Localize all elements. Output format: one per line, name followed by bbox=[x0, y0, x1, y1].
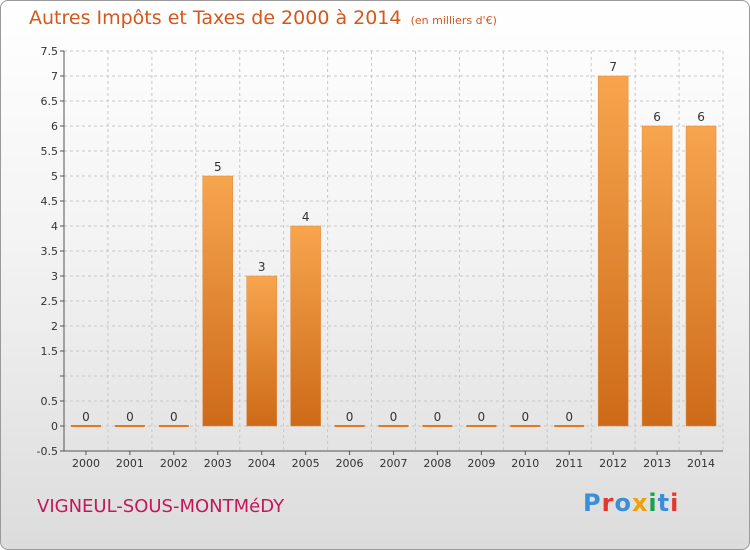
proxiti-logo: Proxiti bbox=[583, 489, 679, 517]
chart-title-text: Autres Impôts et Taxes de 2000 à 2014 bbox=[29, 7, 402, 29]
bar-value-label: 0 bbox=[170, 410, 178, 424]
y-tick-label: 6 bbox=[51, 120, 58, 133]
logo-letter: i bbox=[648, 489, 658, 517]
commune-name: VIGNEUL-SOUS-MONTMéDY bbox=[37, 496, 285, 517]
x-tick-label: 2004 bbox=[248, 457, 276, 470]
bar-value-label: 0 bbox=[478, 410, 486, 424]
bar bbox=[685, 125, 717, 427]
labels: -0.5 0 0.5 1.5 2 2.5 3 3.5 4 4.5 5 5.5 6 6.5 7 7.5 0 2000… bbox=[37, 45, 716, 470]
bar bbox=[290, 225, 321, 427]
y-tick-label: 3.5 bbox=[41, 245, 59, 258]
x-tick-label: 2009 bbox=[467, 457, 495, 470]
x-tick-label: 2002 bbox=[160, 457, 188, 470]
y-tick-label: 5.5 bbox=[41, 145, 59, 158]
bar-value-label: 3 bbox=[258, 260, 266, 274]
y-tick-label: 2 bbox=[51, 320, 58, 333]
bar bbox=[246, 275, 277, 427]
x-tick-label: 2014 bbox=[687, 457, 715, 470]
bar-value-label: 0 bbox=[82, 410, 90, 424]
bar-value-label: 0 bbox=[126, 410, 134, 424]
bar bbox=[202, 175, 234, 427]
logo-letter: o bbox=[614, 489, 632, 517]
x-tick-label: 2010 bbox=[511, 457, 539, 470]
y-tick-label: 3 bbox=[51, 270, 58, 283]
x-tick-label: 2008 bbox=[423, 457, 451, 470]
bar bbox=[597, 75, 629, 427]
x-tick-label: 2003 bbox=[204, 457, 232, 470]
x-tick-label: 2005 bbox=[292, 457, 320, 470]
bar-value-label: 6 bbox=[653, 110, 661, 124]
bar-value-label: 4 bbox=[302, 210, 310, 224]
grid-lines bbox=[63, 50, 724, 452]
bar-value-label: 0 bbox=[346, 410, 354, 424]
y-tick-label: 7.5 bbox=[41, 45, 59, 58]
bar-value-label: 0 bbox=[434, 410, 442, 424]
y-tick-label: 0.5 bbox=[41, 395, 59, 408]
y-tick-label: 7 bbox=[51, 70, 58, 83]
chart-title: Autres Impôts et Taxes de 2000 à 2014 (e… bbox=[29, 7, 497, 29]
x-tick-label: 2011 bbox=[555, 457, 583, 470]
bar bbox=[641, 125, 673, 427]
y-tick-label: 4 bbox=[51, 220, 58, 233]
x-tick-label: 2012 bbox=[599, 457, 627, 470]
y-tick-label: 4.5 bbox=[41, 195, 59, 208]
x-tick-label: 2006 bbox=[336, 457, 364, 470]
bar-value-label: 7 bbox=[609, 60, 617, 74]
y-tick-label: 2.5 bbox=[41, 295, 59, 308]
logo-letter: r bbox=[601, 489, 615, 517]
y-tick-label: -0.5 bbox=[37, 445, 58, 458]
bar-value-label: 6 bbox=[697, 110, 705, 124]
x-tick-label: 2000 bbox=[72, 457, 100, 470]
bar-value-label: 0 bbox=[521, 410, 529, 424]
y-tick-label: 0 bbox=[51, 420, 58, 433]
y-tick-label: 1.5 bbox=[41, 345, 59, 358]
axes bbox=[60, 50, 723, 455]
y-tick-label: 5 bbox=[51, 170, 58, 183]
y-tick-label: 6.5 bbox=[41, 95, 59, 108]
bar-value-label: 5 bbox=[214, 160, 222, 174]
bars bbox=[70, 75, 717, 427]
logo-letter: P bbox=[583, 489, 602, 517]
bar-value-label: 0 bbox=[390, 410, 398, 424]
logo-letter: x bbox=[631, 489, 649, 517]
bar-value-label: 0 bbox=[565, 410, 573, 424]
logo-letter: i bbox=[670, 489, 680, 517]
x-tick-label: 2013 bbox=[643, 457, 671, 470]
x-tick-label: 2001 bbox=[116, 457, 144, 470]
x-tick-label: 2007 bbox=[380, 457, 408, 470]
logo-letter: t bbox=[657, 489, 671, 517]
chart-unit: (en milliers d'€) bbox=[410, 14, 497, 27]
